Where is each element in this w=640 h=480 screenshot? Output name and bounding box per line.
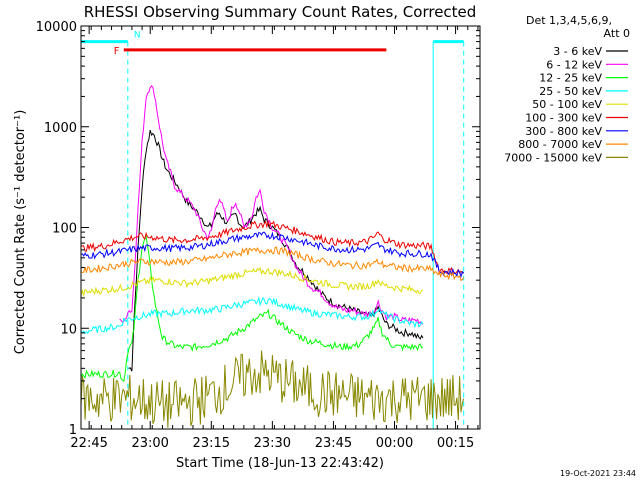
legend-label: 6 - 12 keV <box>546 58 602 71</box>
y-tick-label: 10 <box>60 322 77 337</box>
chart-title: RHESSI Observing Summary Count Rates, Co… <box>84 3 477 21</box>
attenuator-label: Att 0 <box>604 27 630 40</box>
x-tick-label: 23:15 <box>193 436 230 451</box>
legend-label: 7000 - 15000 keV <box>504 151 602 164</box>
x-tick-label: 00:15 <box>437 436 474 451</box>
annotation-layer: NF <box>81 31 465 429</box>
tick-layer: 1 10 100 1000 10000 22:45 23:00 23:15 23:30 23:45… <box>36 20 480 451</box>
x-tick-label: 22:45 <box>70 436 107 451</box>
y-tick-label: 1000 <box>44 121 77 136</box>
y-axis-label: Corrected Count Rate (s⁻¹ detector⁻¹) <box>13 110 28 355</box>
legend-label: 300 - 800 keV <box>525 125 602 138</box>
legend-label: 800 - 7000 keV <box>518 138 602 151</box>
detector-label: Det 1,3,4,5,6,9, <box>526 14 612 27</box>
x-tick-label: 00:00 <box>376 436 413 451</box>
series-layer <box>80 85 465 428</box>
series-line-7 <box>80 246 465 282</box>
night-label: N <box>134 31 141 41</box>
series-line-2 <box>80 235 424 383</box>
legend-label: 12 - 25 keV <box>539 72 602 85</box>
generated-timestamp: 19-Oct-2021 23:44 <box>560 469 636 478</box>
series-line-0 <box>128 129 424 372</box>
series-line-6 <box>80 231 465 279</box>
flare-label: F <box>114 46 120 57</box>
y-tick-label: 1 <box>69 423 77 438</box>
legend-label: 100 - 300 keV <box>525 112 602 125</box>
series-line-3 <box>80 296 424 335</box>
y-tick-label: 10000 <box>36 20 77 35</box>
series-line-8 <box>80 350 465 428</box>
y-tick-label: 100 <box>52 222 77 237</box>
x-axis-label: Start Time (18-Jun-13 22:43:42) <box>176 456 384 471</box>
legend-label: 25 - 50 keV <box>539 85 602 98</box>
x-tick-label: 23:00 <box>131 436 168 451</box>
series-line-1 <box>119 85 424 325</box>
legend-label: 50 - 100 keV <box>532 98 602 111</box>
series-line-5 <box>80 219 464 276</box>
series-line-4 <box>80 267 424 298</box>
x-tick-label: 23:45 <box>315 436 352 451</box>
legend-label: 3 - 6 keV <box>553 45 602 58</box>
x-tick-label: 23:30 <box>254 436 291 451</box>
